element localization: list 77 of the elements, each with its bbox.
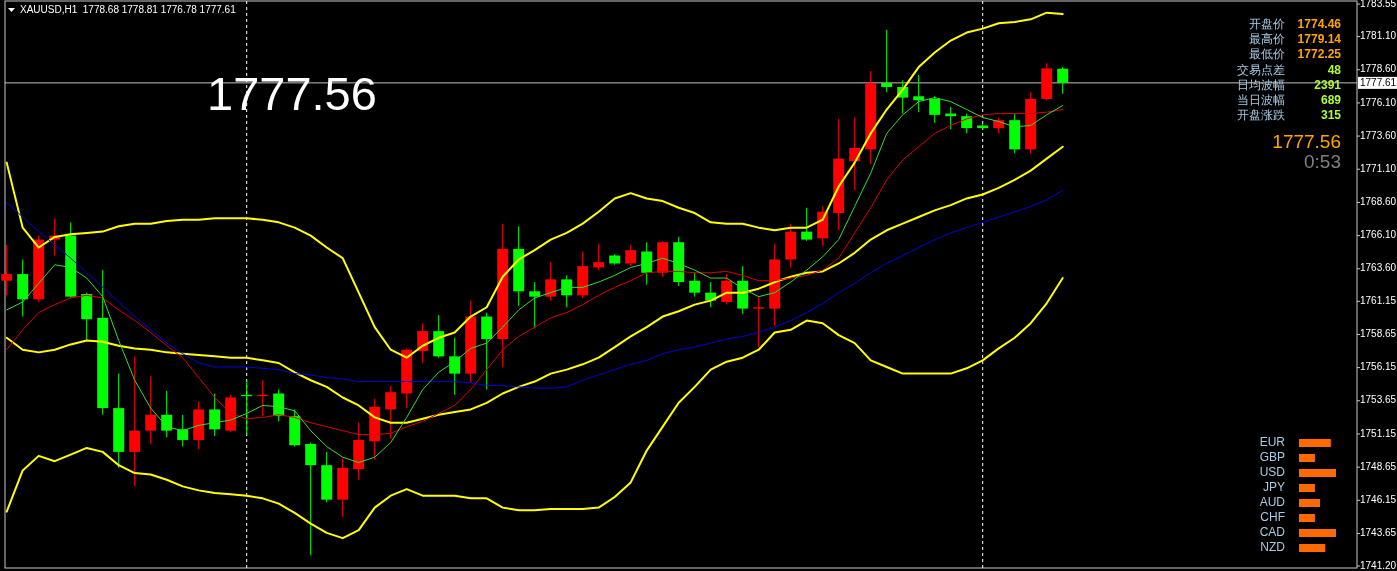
y-tick-label: 1758.65 — [1360, 328, 1397, 340]
y-tick-label: 1768.60 — [1360, 196, 1397, 208]
y-tick-label: 1783.55 — [1360, 0, 1397, 9]
text: 最低价 — [1249, 47, 1285, 62]
y-tick-label: AUD — [1259, 495, 1286, 510]
y-tick-label: CHF — [1260, 510, 1285, 525]
candlestick — [753, 296, 765, 348]
y-tick-label: CAD — [1259, 525, 1286, 540]
y-tick-label: GBP — [1259, 450, 1285, 465]
candlestick — [129, 355, 141, 487]
y-tick-label: NZD — [1260, 540, 1286, 555]
y-tick-label: JPY — [1262, 480, 1285, 495]
text: 315 — [1320, 108, 1342, 123]
text: 1772.25 — [1297, 47, 1342, 62]
bar — [1299, 439, 1331, 447]
text: 交易点差 — [1237, 62, 1285, 77]
y-tick-label: 1781.10 — [1360, 30, 1397, 42]
bar — [1299, 469, 1336, 477]
candlestick — [929, 95, 941, 124]
candlestick — [561, 274, 573, 308]
text: 1774.46 — [1297, 17, 1342, 31]
y-tick-label: EUR — [1259, 435, 1286, 450]
candlestick — [881, 29, 893, 93]
line-series — [5, 277, 1064, 540]
bar — [1299, 484, 1315, 492]
text: 开盘涨跌 — [1237, 108, 1285, 123]
y-tick-label: 1771.10 — [1360, 162, 1397, 174]
candlestick — [689, 272, 701, 298]
text: 1777.56 — [1272, 131, 1341, 152]
text: 2391 — [1314, 77, 1342, 92]
bar — [1299, 454, 1315, 462]
candlestick — [481, 312, 493, 391]
y-tick-label: 1756.15 — [1360, 361, 1397, 373]
bar — [1299, 544, 1326, 552]
y-tick-label: USD — [1259, 465, 1286, 480]
ref-line-label: 1777.61 — [1360, 76, 1397, 88]
y-tick-label: 1763.60 — [1360, 262, 1397, 274]
candlestick — [305, 442, 317, 556]
candlestick — [801, 207, 813, 242]
candlestick — [913, 74, 925, 113]
candlestick — [545, 261, 557, 302]
text: 689 — [1320, 93, 1342, 107]
candlestick — [385, 385, 397, 440]
y-tick-label: 1753.65 — [1360, 394, 1397, 406]
y-tick-label: 1776.10 — [1360, 96, 1397, 108]
candlestick — [177, 414, 189, 448]
y-tick-label: 1773.60 — [1360, 129, 1397, 141]
text: 1779.14 — [1297, 32, 1342, 47]
y-tick-label: 1748.65 — [1360, 460, 1397, 472]
y-tick-label: 1746.15 — [1360, 493, 1397, 505]
candlestick — [529, 281, 541, 329]
annotation: 1777.56 — [207, 67, 377, 120]
candlestick — [449, 337, 461, 396]
bar — [1299, 529, 1336, 537]
y-tick-label: 1778.60 — [1360, 63, 1397, 75]
text: 当日波幅 — [1237, 93, 1285, 107]
chart-title: XAUUSD,H1 1778.68 1778.81 1776.78 1777.61 — [20, 4, 237, 15]
candlestick — [209, 393, 221, 437]
candlestick — [145, 375, 157, 445]
bar — [1299, 499, 1321, 507]
text: 日均波幅 — [1237, 77, 1285, 92]
line-series — [6, 189, 1064, 389]
y-tick-label: 1761.15 — [1360, 294, 1397, 306]
text: 开盘价 — [1249, 17, 1285, 31]
candlestick — [1, 244, 13, 296]
text: 最高价 — [1249, 32, 1285, 47]
candlestick — [593, 243, 605, 271]
y-tick-label: 1751.15 — [1360, 427, 1397, 439]
candlestick — [625, 244, 637, 267]
candlestick — [1057, 66, 1069, 95]
text: 0:53 — [1304, 151, 1341, 172]
bar — [1299, 514, 1315, 522]
text: 48 — [1327, 62, 1342, 77]
y-tick-label: 1743.65 — [1360, 527, 1397, 539]
y-tick-label: 1766.10 — [1360, 229, 1397, 241]
y-tick-label: 1741.20 — [1360, 559, 1397, 571]
candlestick — [641, 241, 653, 286]
